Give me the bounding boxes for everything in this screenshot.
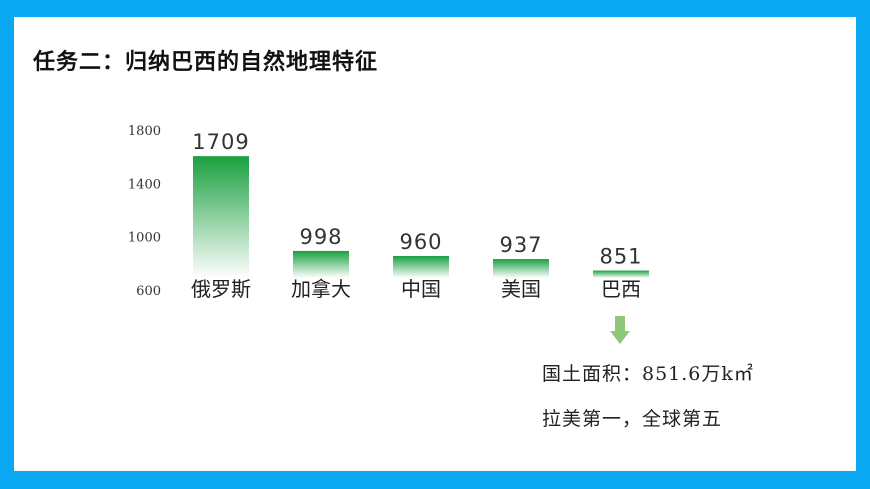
bar (593, 270, 649, 278)
bar (193, 156, 249, 278)
value-label: 937 (499, 233, 542, 257)
slide-title: 任务二：归纳巴西的自然地理特征 (33, 50, 379, 75)
bar (493, 259, 549, 278)
y-tick-label: 1800 (128, 124, 161, 139)
category-label: 俄罗斯 (191, 277, 251, 301)
y-tick-label: 600 (136, 284, 161, 299)
rank-annotation: 拉美第一，全球第五 (542, 408, 723, 430)
y-tick-label: 1000 (128, 231, 161, 246)
area-annotation: 国土面积：851.6万k㎡ (542, 363, 754, 385)
down-arrow-icon (610, 316, 630, 344)
bar (293, 250, 349, 278)
category-label: 美国 (501, 277, 541, 301)
value-label: 851 (599, 245, 642, 269)
category-label: 中国 (401, 277, 441, 301)
bar (393, 256, 449, 278)
value-label: 960 (399, 230, 442, 254)
value-label: 1709 (192, 130, 249, 154)
category-label: 加拿大 (291, 277, 351, 301)
category-label: 巴西 (601, 277, 641, 301)
y-tick-label: 1400 (128, 177, 161, 192)
value-label: 998 (299, 225, 342, 249)
